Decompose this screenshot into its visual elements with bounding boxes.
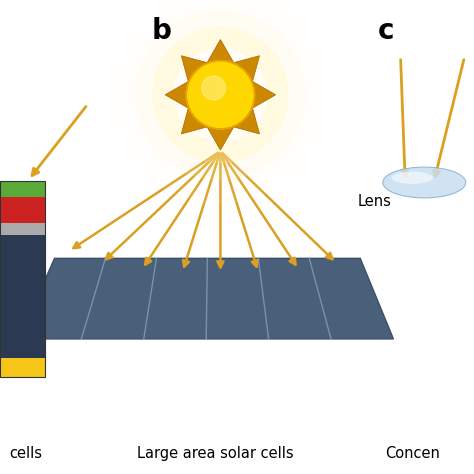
Text: b: b bbox=[151, 17, 171, 45]
Circle shape bbox=[152, 27, 289, 163]
Ellipse shape bbox=[392, 172, 433, 184]
Text: c: c bbox=[378, 17, 394, 45]
Text: cells: cells bbox=[9, 446, 43, 461]
Bar bbox=[0, 181, 45, 377]
Circle shape bbox=[135, 9, 306, 180]
Polygon shape bbox=[165, 39, 276, 150]
Bar bbox=[0, 223, 45, 235]
Polygon shape bbox=[19, 258, 393, 339]
Circle shape bbox=[201, 76, 226, 100]
Bar bbox=[0, 197, 45, 223]
Circle shape bbox=[111, 0, 329, 204]
Bar bbox=[0, 181, 45, 197]
Circle shape bbox=[186, 61, 255, 129]
Text: Lens: Lens bbox=[358, 194, 392, 209]
Text: Large area solar cells: Large area solar cells bbox=[137, 446, 294, 461]
Bar bbox=[0, 358, 45, 377]
Bar bbox=[0, 235, 45, 358]
Circle shape bbox=[174, 49, 266, 141]
Text: Concen: Concen bbox=[385, 446, 440, 461]
Ellipse shape bbox=[383, 167, 465, 198]
